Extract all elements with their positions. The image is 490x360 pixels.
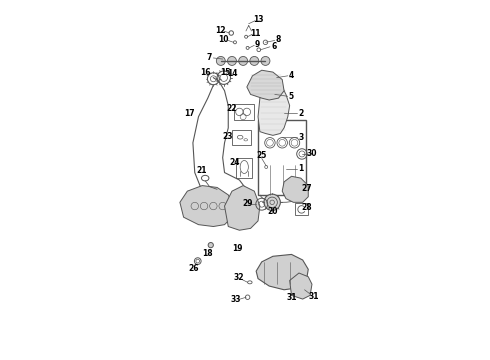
- Text: 30: 30: [307, 149, 317, 158]
- Text: 31: 31: [286, 293, 297, 302]
- Text: 21: 21: [196, 166, 207, 175]
- Text: 13: 13: [253, 15, 264, 24]
- Text: 15: 15: [220, 68, 230, 77]
- Text: 9: 9: [255, 40, 260, 49]
- Text: 32: 32: [233, 273, 244, 282]
- Circle shape: [261, 57, 270, 66]
- Text: 31: 31: [309, 292, 319, 301]
- Bar: [258, 121, 306, 195]
- Text: 24: 24: [230, 158, 240, 167]
- Text: 14: 14: [227, 69, 237, 78]
- Circle shape: [208, 243, 213, 248]
- Text: 12: 12: [215, 26, 225, 35]
- Text: 26: 26: [189, 264, 199, 273]
- Polygon shape: [247, 70, 284, 100]
- Text: 19: 19: [232, 244, 243, 253]
- Text: 7: 7: [207, 53, 212, 62]
- Text: 2: 2: [298, 108, 303, 117]
- Bar: [236, 158, 252, 178]
- Bar: [234, 104, 254, 121]
- Polygon shape: [282, 176, 308, 202]
- Circle shape: [217, 57, 225, 66]
- Text: 11: 11: [250, 28, 261, 37]
- Text: 1: 1: [298, 164, 303, 173]
- Text: 27: 27: [302, 184, 313, 193]
- Text: 16: 16: [200, 68, 210, 77]
- Text: 29: 29: [243, 199, 253, 208]
- Text: 8: 8: [276, 35, 281, 44]
- Bar: [232, 130, 250, 145]
- Text: 20: 20: [267, 207, 277, 216]
- Text: 4: 4: [289, 71, 294, 80]
- Text: 18: 18: [202, 249, 212, 258]
- Polygon shape: [224, 186, 260, 230]
- Polygon shape: [180, 186, 234, 226]
- Circle shape: [239, 57, 247, 66]
- Text: 25: 25: [257, 151, 267, 160]
- Bar: [295, 203, 308, 215]
- Text: 10: 10: [219, 35, 229, 44]
- Text: 3: 3: [298, 133, 303, 142]
- Polygon shape: [256, 255, 308, 290]
- Text: 17: 17: [184, 108, 195, 117]
- Polygon shape: [258, 85, 290, 135]
- Text: 33: 33: [230, 295, 241, 304]
- Text: 22: 22: [227, 104, 237, 113]
- Text: 5: 5: [289, 92, 294, 101]
- Circle shape: [227, 57, 237, 66]
- Text: 23: 23: [222, 132, 233, 141]
- Circle shape: [250, 57, 259, 66]
- Text: 6: 6: [271, 41, 276, 50]
- Circle shape: [264, 194, 280, 211]
- Text: 28: 28: [302, 203, 313, 212]
- Polygon shape: [290, 273, 312, 299]
